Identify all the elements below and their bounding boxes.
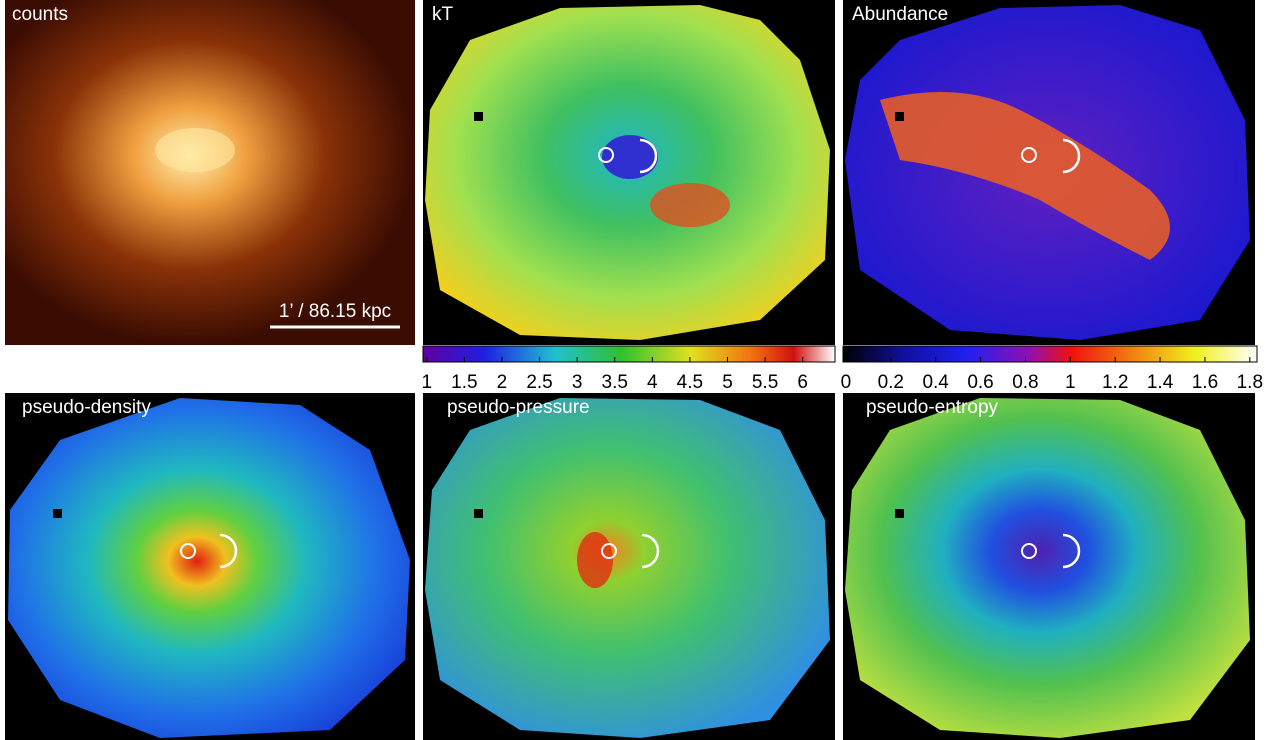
- marker-arc: [641, 533, 660, 569]
- panel-kt: kT: [423, 0, 835, 345]
- panel-counts: counts 1’ / 86.15 kpc: [5, 0, 415, 345]
- image: [5, 0, 415, 345]
- marker: [1021, 147, 1037, 163]
- high-pressure: [577, 532, 613, 588]
- colorbar-kt: 1 1.5 2 2.5 3 3.5 4 4.5 5 5.5 6: [421, 345, 836, 393]
- panel-density: pseudo-density: [5, 393, 415, 740]
- tick-label: 1: [421, 372, 432, 393]
- marker-arc: [639, 138, 658, 174]
- tick-label: 0.2: [878, 372, 904, 393]
- tick-label: 1.2: [1102, 372, 1128, 393]
- mask: [895, 112, 904, 121]
- core: [155, 128, 235, 172]
- tick-label: 1.6: [1192, 372, 1218, 393]
- tick-label: 4: [647, 372, 658, 393]
- tick-label: 1.8: [1237, 372, 1263, 393]
- tick-label: 2: [497, 372, 508, 393]
- colorbar: [842, 345, 1258, 363]
- panel-title: pseudo-pressure: [447, 397, 590, 418]
- panel-title: Abundance: [852, 4, 948, 25]
- colorbar: [422, 345, 836, 363]
- marker-arc: [1062, 138, 1081, 174]
- tick-label: 4.5: [677, 372, 703, 393]
- marker: [601, 543, 617, 559]
- tick-label: 2.5: [526, 372, 552, 393]
- colorbar-abundance: 0 0.2 0.4 0.6 0.8 1 1.2 1.4 1.6 1.8: [841, 345, 1263, 393]
- image: [425, 398, 830, 738]
- panel-pressure: pseudo-pressure: [423, 393, 835, 740]
- mask: [53, 509, 62, 518]
- mask: [895, 509, 904, 518]
- image: [845, 398, 1250, 738]
- mask: [474, 112, 483, 121]
- image: [8, 398, 410, 738]
- cool-core: [602, 135, 658, 179]
- tick-label: 6: [797, 372, 808, 393]
- panel-title: counts: [12, 4, 68, 25]
- marker: [180, 543, 196, 559]
- tick-label: 3.5: [602, 372, 628, 393]
- enriched-band: [880, 92, 1170, 260]
- panel-title: pseudo-entropy: [866, 397, 999, 418]
- scale-label: 1’ / 86.15 kpc: [279, 301, 391, 322]
- tick-label: 0.4: [922, 372, 949, 393]
- tick-label: 0.8: [1012, 372, 1038, 393]
- tick-label: 0.6: [967, 372, 993, 393]
- panel-title: pseudo-density: [22, 397, 151, 418]
- marker-arc: [1062, 533, 1081, 569]
- panel-abundance: Abundance: [843, 0, 1255, 345]
- panel-entropy: pseudo-entropy: [843, 393, 1255, 740]
- tick-label: 1: [1065, 372, 1076, 393]
- tick-label: 5.5: [752, 372, 778, 393]
- marker-arc: [219, 533, 238, 569]
- tick-label: 1.4: [1147, 372, 1174, 393]
- marker: [598, 147, 614, 163]
- tick-label: 5: [722, 372, 733, 393]
- tick-label: 0: [841, 372, 852, 393]
- tick-label: 3: [572, 372, 583, 393]
- panel-title: kT: [432, 4, 454, 25]
- hot-region: [650, 183, 730, 227]
- marker: [1021, 543, 1037, 559]
- mask: [474, 509, 483, 518]
- tick-label: 1.5: [451, 372, 477, 393]
